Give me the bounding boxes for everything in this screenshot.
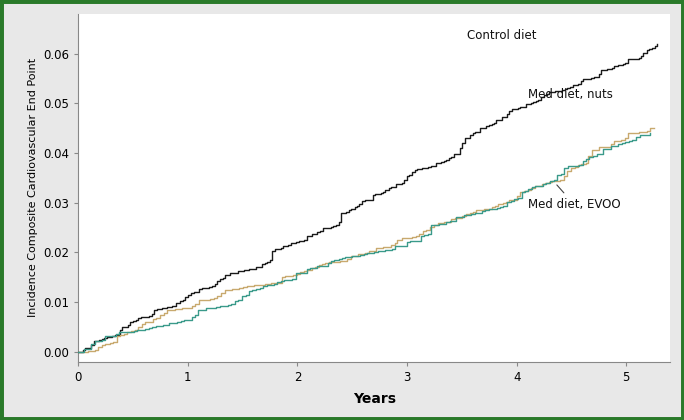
Text: Control diet: Control diet xyxy=(467,29,537,42)
Y-axis label: Incidence Composite Cardiovascular End Point: Incidence Composite Cardiovascular End P… xyxy=(27,58,38,318)
X-axis label: Years: Years xyxy=(353,392,395,406)
Text: Med diet, nuts: Med diet, nuts xyxy=(527,88,612,101)
Text: Med diet, EVOO: Med diet, EVOO xyxy=(527,185,620,211)
